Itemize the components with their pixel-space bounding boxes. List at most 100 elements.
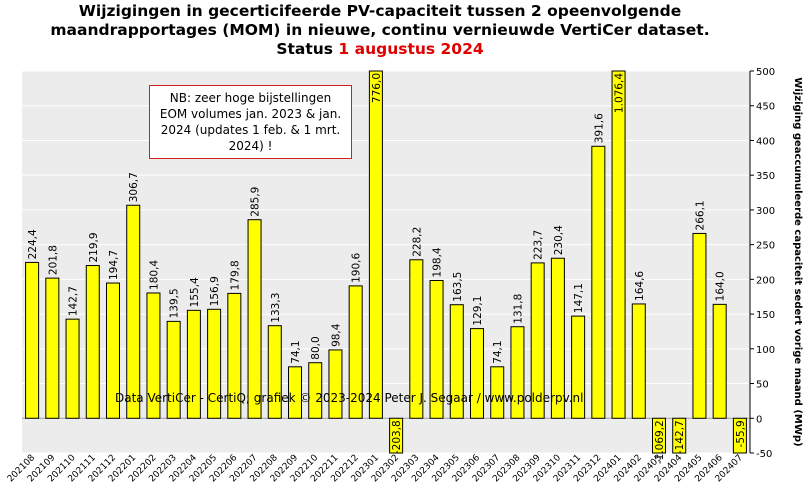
data-label: 198,4: [432, 247, 444, 277]
data-label: -55,9: [735, 420, 747, 447]
note-box: NB: zeer hoge bijstellingen EOM volumes …: [149, 85, 352, 159]
bar: [45, 277, 60, 419]
gridlines: [22, 70, 750, 454]
data-label: 194,7: [108, 250, 120, 280]
data-label: 306,7: [128, 172, 140, 202]
bar: [530, 262, 545, 419]
bar: [712, 303, 727, 419]
bar: [328, 349, 343, 419]
data-label: 228,2: [411, 227, 423, 257]
data-label: 391,6: [593, 113, 605, 143]
title-line-2: maandrapportages (MOM) in nieuwe, contin…: [50, 21, 710, 39]
bar: [288, 366, 302, 419]
bar: [126, 204, 141, 419]
y-axis-ticks: -50 0 50 100 150 200 250 300 350 400 450 500: [749, 67, 775, 460]
bar: [247, 219, 262, 419]
data-label: 156,9: [209, 276, 221, 306]
y-tick-label: 100: [756, 345, 775, 356]
bar: [470, 328, 484, 419]
data-label: 219,9: [88, 232, 100, 262]
plot-area: [22, 71, 750, 453]
data-label: -203,8: [391, 420, 403, 454]
y-tick-label: 450: [756, 102, 775, 113]
bar: [449, 304, 464, 419]
data-label: 155,4: [189, 277, 201, 307]
bar: [25, 261, 40, 419]
bar: [490, 366, 505, 419]
data-label: -142,7: [674, 420, 686, 454]
y-axis-label: Wijziging geaccumuleerde capaciteit sede…: [792, 77, 803, 446]
bar: [227, 292, 242, 419]
bar: [207, 308, 222, 419]
title-status-date: 1 augustus 2024: [338, 40, 484, 58]
y-tick-label: 200: [756, 275, 775, 286]
y-tick-label: 500: [756, 67, 775, 78]
bar: [409, 259, 424, 419]
data-label: 1.076,4: [614, 73, 626, 113]
data-label: 179,8: [229, 260, 241, 290]
data-label: 131,8: [512, 294, 524, 324]
bar: [692, 232, 707, 419]
data-label: 180,4: [148, 260, 160, 290]
data-label: 129,1: [472, 296, 484, 326]
y-tick-label: 0: [756, 414, 762, 425]
y-tick-label: 50: [756, 380, 769, 391]
data-label: 201,8: [47, 245, 59, 275]
data-label: 266,1: [694, 200, 706, 230]
data-label: 190,6: [351, 253, 363, 283]
bar: [732, 417, 747, 454]
bar: [631, 303, 646, 419]
data-label: 142,7: [68, 286, 80, 316]
data-label: 776,0: [371, 73, 383, 103]
title-status-prefix: Status: [276, 40, 339, 58]
y-tick-label: 150: [756, 310, 775, 321]
bar: [550, 257, 565, 419]
bar: [106, 282, 120, 419]
bar: [672, 417, 687, 454]
data-label: 147,1: [573, 283, 585, 313]
bar: [652, 417, 666, 454]
data-label: 74,1: [290, 340, 302, 363]
title-line-1: Wijzigingen in gecerticifeerde PV-capaci…: [78, 2, 682, 20]
data-label: 164,0: [715, 271, 727, 301]
data-label: 285,9: [250, 187, 262, 217]
y-tick-label: 250: [756, 241, 775, 252]
bar: [611, 70, 626, 419]
plot-background: [22, 71, 750, 453]
data-label: 74,1: [492, 340, 504, 363]
bar: [186, 309, 201, 419]
data-label: 139,5: [169, 288, 181, 318]
bar: [308, 362, 323, 419]
credit-text: Data VertiCer - CertiQ; grafiek © 2023-2…: [115, 391, 584, 405]
bar: [65, 318, 80, 419]
data-label: 224,4: [27, 229, 39, 259]
data-label: 230,4: [553, 225, 565, 255]
title-line-3: Status 1 augustus 2024: [0, 40, 760, 59]
data-label: 80,0: [310, 336, 322, 359]
data-label: 163,5: [452, 272, 464, 302]
bar: [348, 285, 363, 419]
y-tick-label: -50: [756, 449, 772, 460]
data-label: -1.069,2: [654, 420, 666, 464]
chart-title: Wijzigingen in gecerticifeerde PV-capaci…: [0, 2, 760, 59]
bar: [571, 315, 586, 419]
data-label: 98,4: [330, 323, 342, 347]
bar: [166, 320, 181, 419]
bar: [146, 292, 161, 419]
bar: [267, 325, 282, 419]
bar: [368, 70, 383, 419]
y-tick-label: 300: [756, 206, 775, 217]
bar: [85, 265, 100, 419]
x-axis-ticks: 2021082021092021102021112021122022012022…: [6, 453, 745, 485]
data-label: 164,6: [634, 271, 646, 301]
y-tick-label: 350: [756, 171, 775, 182]
bars: 224,4 201,8 142,7 219,9 194,7 306,7 180,4 139,5…: [25, 70, 747, 464]
bar: [591, 145, 606, 419]
y-tick-label: 400: [756, 136, 775, 147]
bar: [389, 417, 404, 454]
bar: [429, 279, 444, 419]
data-label: 223,7: [533, 230, 545, 260]
bar: [510, 326, 525, 419]
data-label: 133,3: [270, 293, 282, 323]
